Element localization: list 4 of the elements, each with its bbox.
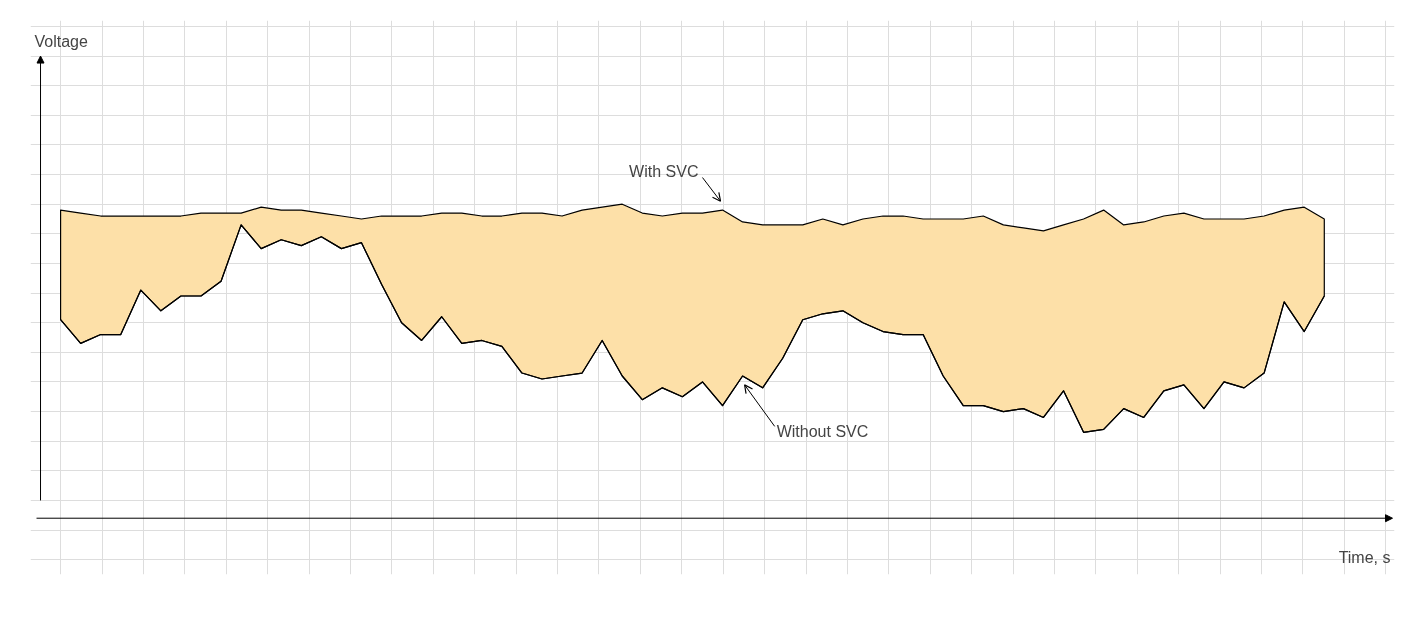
text: Voltage xyxy=(34,33,89,51)
series-label: With SVC xyxy=(629,163,699,181)
x-axis-title: Time, s xyxy=(1338,548,1391,566)
text: Without SVC xyxy=(776,423,869,441)
